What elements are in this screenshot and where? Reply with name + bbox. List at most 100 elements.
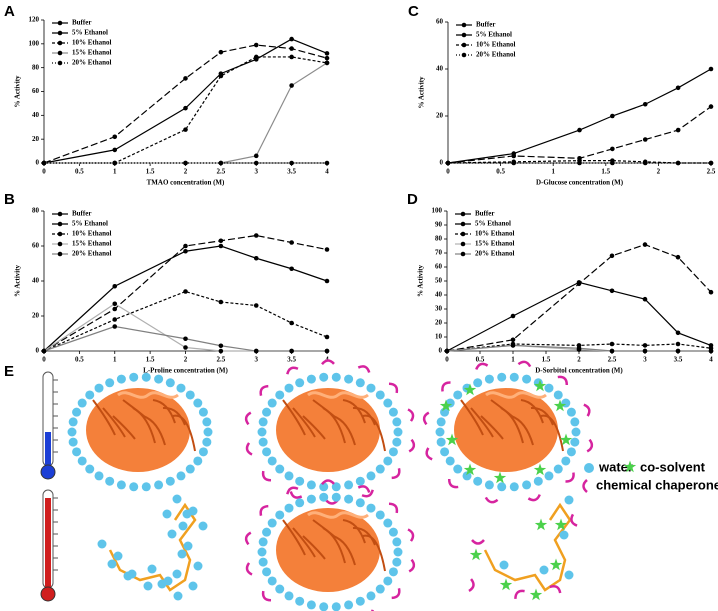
protein-helix (307, 511, 369, 519)
water (388, 447, 398, 457)
water (436, 437, 446, 447)
data-point (183, 160, 188, 166)
water (561, 456, 571, 466)
water (262, 407, 272, 417)
water (258, 537, 268, 547)
chaperone (286, 366, 299, 375)
chaperone (514, 589, 525, 599)
data-point (112, 324, 118, 329)
y-tick-label: 20 (435, 319, 443, 327)
legend-marker (460, 251, 466, 257)
water (68, 437, 78, 447)
water (383, 518, 393, 528)
water (473, 378, 483, 388)
x-axis-title: D-Sorbitol concentration (M) (535, 367, 623, 375)
water (193, 561, 203, 571)
water (157, 579, 167, 589)
water (188, 506, 198, 516)
water (366, 471, 376, 481)
data-point (112, 301, 118, 307)
water (344, 374, 354, 384)
x-tick-label: 2 (577, 356, 581, 364)
data-point (112, 317, 118, 322)
water (553, 464, 563, 474)
water (85, 390, 95, 400)
legend-marker (460, 241, 466, 247)
chaperone (321, 479, 335, 486)
y-axis-title: % Activity (418, 76, 426, 109)
x-tick-label: 1 (113, 168, 117, 176)
legend-marker (461, 32, 467, 38)
legend-label: 20% Ethanol (475, 250, 515, 258)
legend-label: 15% Ethanol (72, 240, 112, 248)
protein-strand (292, 407, 316, 438)
water (267, 576, 277, 586)
chaperone (407, 528, 415, 542)
water (77, 398, 87, 408)
x-tick-label: 2 (184, 168, 188, 176)
panel-label: C (408, 3, 419, 20)
chaperone (244, 531, 252, 546)
series-line (446, 243, 712, 352)
water (570, 437, 580, 447)
water (198, 447, 208, 457)
protein-strand (500, 407, 524, 444)
protein-strand (332, 415, 356, 446)
data-point (609, 288, 615, 294)
data-point (642, 160, 648, 166)
data-point (675, 330, 681, 336)
y-tick-label: 10 (435, 333, 443, 341)
protein-strand (152, 399, 176, 424)
x-tick-label: 0.5 (476, 356, 485, 364)
data-point (253, 348, 259, 354)
chaperone (357, 365, 371, 373)
cosolvent (469, 548, 483, 561)
chaperone (388, 502, 399, 514)
data-point (112, 283, 118, 289)
water (295, 596, 305, 606)
y-tick-label: 40 (32, 111, 40, 119)
water (331, 602, 341, 611)
chaperone (484, 496, 499, 504)
water (275, 584, 285, 594)
data-point (183, 76, 188, 81)
water (202, 437, 212, 447)
water (77, 456, 87, 466)
cosolvent (549, 558, 563, 571)
water (177, 549, 187, 559)
chaperone (388, 382, 399, 394)
chaperone (422, 411, 430, 426)
water (564, 570, 574, 580)
data-point (576, 281, 582, 287)
x-tick-label: 0 (42, 168, 46, 176)
water (570, 417, 580, 427)
water (67, 427, 77, 437)
water (462, 471, 472, 481)
water (388, 407, 398, 417)
water (366, 591, 376, 601)
chaperone (475, 362, 489, 370)
chaperone (391, 468, 401, 480)
protein-strand (282, 399, 306, 436)
data-point (218, 243, 224, 249)
data-point (511, 160, 517, 166)
data-point (708, 66, 714, 72)
y-tick-label: 40 (435, 291, 443, 299)
water (509, 482, 519, 492)
series-line (446, 281, 712, 352)
protein-strand (342, 519, 366, 544)
water (267, 456, 277, 466)
protein-strand (362, 414, 386, 452)
cosolvent (529, 588, 543, 601)
water (72, 447, 82, 457)
data-point (324, 60, 330, 66)
data-point (289, 54, 294, 60)
chaperone (286, 486, 299, 495)
water (306, 600, 316, 610)
protein-strand (322, 407, 346, 444)
x-tick-label: 1.5 (601, 168, 610, 176)
data-point (609, 348, 615, 354)
data-point (253, 255, 259, 261)
water (539, 565, 549, 575)
data-point (112, 306, 118, 312)
